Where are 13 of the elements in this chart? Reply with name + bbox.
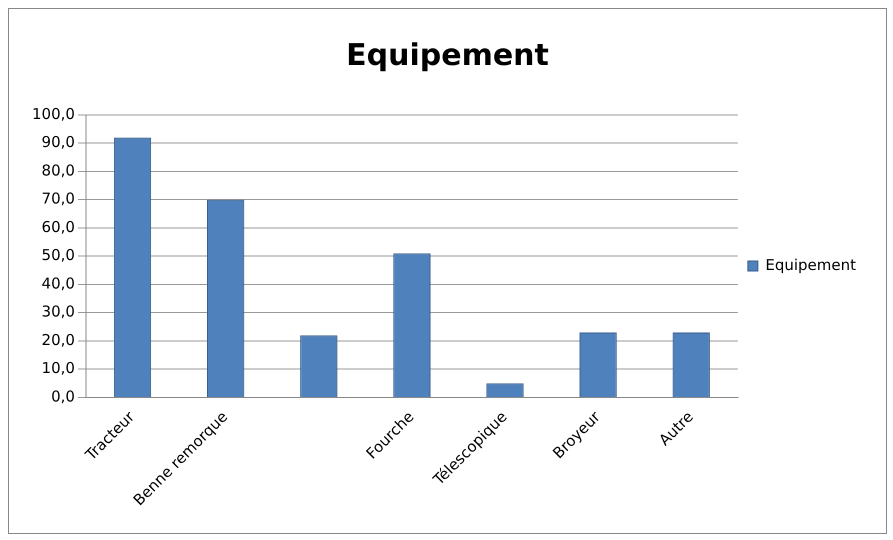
- y-tick-label: 40,0: [42, 274, 75, 292]
- y-tick-label: 90,0: [42, 133, 75, 152]
- legend-label: Equipement: [765, 256, 856, 274]
- y-tick-label: 70,0: [42, 190, 75, 208]
- y-tick-label: 20,0: [42, 330, 75, 349]
- y-tick-label: 80,0: [42, 161, 75, 180]
- y-tick-label: 0,0: [51, 387, 75, 406]
- chart-title: Equipement: [346, 38, 549, 73]
- y-tick-label: 60,0: [42, 218, 75, 236]
- y-tick-label: 50,0: [42, 246, 75, 264]
- y-tick-label: 100,0: [32, 104, 75, 123]
- y-tick-label: 10,0: [42, 359, 75, 378]
- y-tick-label: 30,0: [42, 302, 75, 321]
